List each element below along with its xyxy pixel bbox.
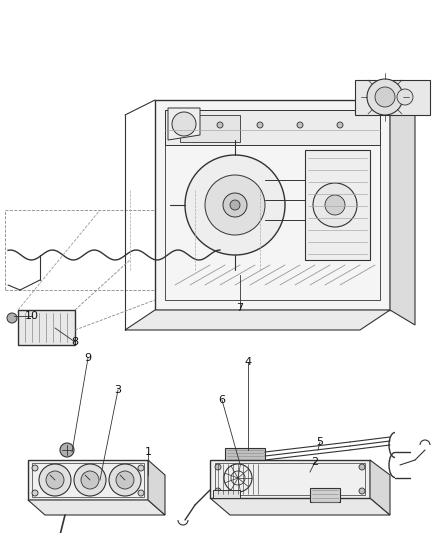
Polygon shape: [355, 80, 430, 115]
Polygon shape: [210, 460, 370, 498]
Circle shape: [172, 112, 196, 136]
Polygon shape: [125, 310, 390, 330]
Text: 6: 6: [219, 395, 226, 405]
Circle shape: [367, 79, 403, 115]
Circle shape: [297, 122, 303, 128]
Polygon shape: [18, 310, 75, 345]
Circle shape: [325, 195, 345, 215]
Circle shape: [185, 155, 285, 255]
Circle shape: [223, 193, 247, 217]
Circle shape: [74, 464, 106, 496]
Circle shape: [177, 122, 183, 128]
Circle shape: [359, 488, 365, 494]
Circle shape: [116, 471, 134, 489]
Polygon shape: [210, 498, 390, 515]
Polygon shape: [305, 150, 370, 260]
Text: 2: 2: [311, 457, 318, 467]
Polygon shape: [225, 448, 265, 460]
Polygon shape: [148, 460, 165, 515]
Circle shape: [109, 464, 141, 496]
Circle shape: [81, 471, 99, 489]
Circle shape: [32, 490, 38, 496]
Text: 10: 10: [25, 311, 39, 321]
Polygon shape: [180, 115, 240, 142]
Polygon shape: [155, 100, 390, 310]
Polygon shape: [390, 100, 415, 325]
Polygon shape: [165, 110, 380, 145]
Circle shape: [397, 89, 413, 105]
Circle shape: [215, 464, 221, 470]
Circle shape: [39, 464, 71, 496]
Circle shape: [205, 175, 265, 235]
Text: 7: 7: [237, 303, 244, 313]
Polygon shape: [28, 460, 148, 500]
Circle shape: [215, 488, 221, 494]
Circle shape: [60, 443, 74, 457]
Circle shape: [46, 471, 64, 489]
Bar: [5, 210, 205, 290]
Circle shape: [138, 490, 144, 496]
Circle shape: [217, 122, 223, 128]
Polygon shape: [28, 500, 165, 515]
Circle shape: [138, 465, 144, 471]
Circle shape: [375, 87, 395, 107]
Circle shape: [337, 122, 343, 128]
Polygon shape: [310, 488, 340, 502]
Circle shape: [257, 122, 263, 128]
Text: 8: 8: [71, 337, 78, 347]
Circle shape: [359, 464, 365, 470]
Circle shape: [32, 465, 38, 471]
Text: 1: 1: [145, 447, 152, 457]
Circle shape: [313, 183, 357, 227]
Polygon shape: [370, 460, 390, 515]
Circle shape: [230, 200, 240, 210]
Polygon shape: [213, 490, 240, 498]
Text: 9: 9: [85, 353, 92, 363]
Circle shape: [7, 313, 17, 323]
Text: 5: 5: [317, 437, 324, 447]
Text: 4: 4: [244, 357, 251, 367]
Polygon shape: [168, 108, 200, 140]
Text: 3: 3: [114, 385, 121, 395]
